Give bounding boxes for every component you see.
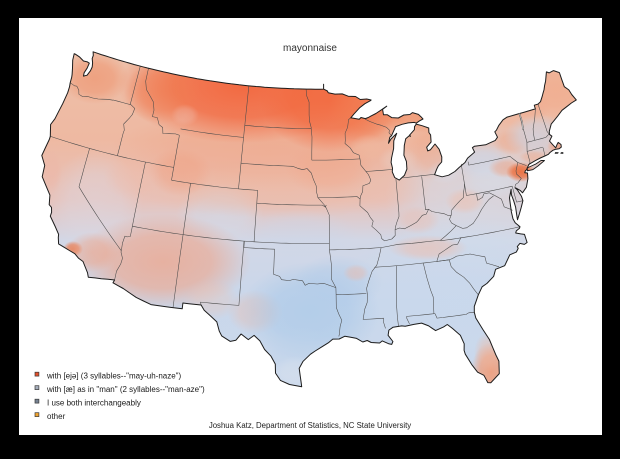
- svg-text:with [æ] as in "man" (2 syllab: with [æ] as in "man" (2 syllables--"man-…: [46, 385, 205, 394]
- svg-text:I use both interchangeably: I use both interchangeably: [47, 398, 141, 407]
- svg-text:mayonnaise: mayonnaise: [283, 43, 337, 54]
- svg-text:with [ejə] (3 syllables--"may-: with [ejə] (3 syllables--"may-uh-naze"): [46, 371, 182, 380]
- svg-text:Joshua Katz, Department of Sta: Joshua Katz, Department of Statistics, N…: [209, 421, 411, 430]
- svg-text:other: other: [47, 412, 66, 421]
